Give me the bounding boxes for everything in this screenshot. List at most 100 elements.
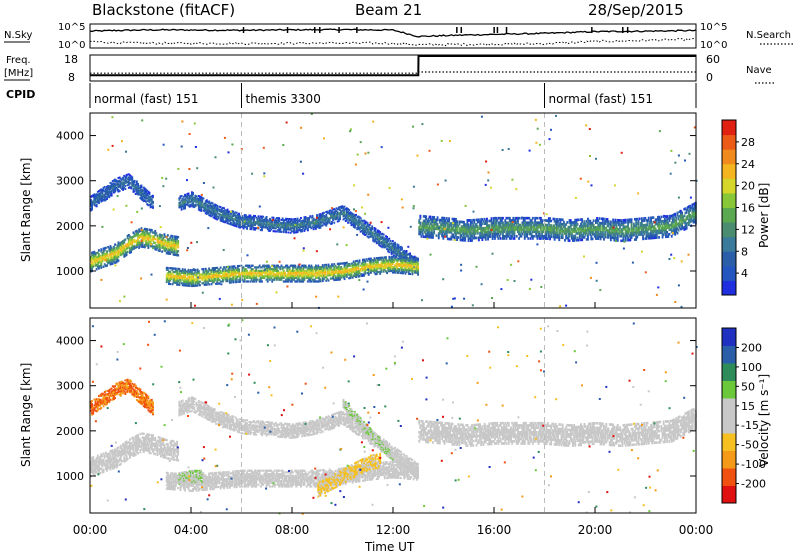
heat-cell: [348, 271, 351, 274]
heat-cell: [186, 196, 189, 198]
heat-cell: [258, 280, 261, 283]
heat-cell: [301, 264, 304, 267]
heat-cell: [231, 216, 234, 219]
heat-cell: [455, 229, 457, 232]
heat-cell: [328, 270, 331, 273]
heat-cell: [215, 213, 217, 216]
heat-cell: [529, 232, 532, 236]
heat-cell: [249, 216, 252, 219]
heat-cell: [559, 222, 562, 226]
heat-cell: [331, 270, 333, 273]
heat-cell: [355, 221, 357, 224]
heat-cell: [655, 231, 658, 235]
heat-cell: [427, 233, 430, 237]
heat-cell: [658, 222, 660, 226]
heat-cell: [644, 223, 647, 227]
heat-cell: [203, 205, 206, 208]
heat-cell: [350, 219, 353, 222]
heat-cell: [277, 275, 279, 278]
heat-cell: [560, 229, 563, 233]
heat-cell: [409, 257, 411, 260]
heat-cell: [236, 221, 239, 224]
heat-cell: [518, 223, 520, 227]
heat-cell: [278, 266, 281, 269]
heat-cell: [502, 226, 504, 229]
heat-cell: [378, 237, 380, 240]
heat-cell: [609, 227, 612, 230]
heat-cell: [172, 253, 175, 256]
heat-cell: [168, 240, 170, 243]
heat-cell: [558, 238, 561, 242]
heat-cell: [180, 204, 183, 206]
heat-cell: [483, 233, 486, 237]
heat-cell: [110, 258, 113, 262]
heat-cell: [99, 264, 102, 268]
heat-cell: [103, 255, 106, 258]
heat-cell: [247, 221, 250, 224]
heat-cell: [600, 222, 603, 225]
heat-cell: [572, 239, 574, 242]
heat-cell: [110, 248, 113, 252]
heat-cell: [385, 241, 387, 244]
heat-cell: [257, 222, 260, 225]
heat-cell: [428, 220, 431, 223]
heat-cell: [427, 231, 430, 234]
heat-cell: [529, 223, 532, 227]
heat-cell: [370, 261, 372, 264]
heat-cell: [652, 227, 655, 231]
heat-cell: [177, 244, 180, 247]
heat-cell: [123, 245, 126, 248]
heat-cell: [503, 226, 506, 229]
heat-cell: [390, 245, 393, 248]
heat-cell: [329, 277, 332, 280]
heat-cell: [425, 217, 427, 221]
heat-cell: [355, 263, 357, 266]
heat-cell: [309, 280, 312, 283]
heat-cell: [537, 226, 540, 229]
heat-cell: [528, 221, 531, 224]
heat-cell: [327, 219, 330, 222]
heat-cell: [265, 266, 268, 269]
heat-cell: [163, 247, 166, 250]
heat-cell: [488, 231, 491, 234]
heat-cell: [615, 223, 618, 226]
heat-cell: [467, 219, 470, 222]
heat-cell: [349, 268, 352, 271]
heat-cell: [523, 221, 526, 224]
heat-cell: [399, 253, 402, 256]
heat-cell: [351, 262, 354, 265]
heat-cell: [395, 269, 398, 272]
heat-cell: [118, 242, 121, 245]
heat-cell: [448, 228, 450, 232]
heat-cell: [133, 232, 136, 236]
heat-cell: [383, 259, 386, 263]
heat-cell: [166, 252, 169, 255]
heat-cell: [292, 221, 294, 224]
heat-cell: [536, 237, 539, 240]
heat-cell: [336, 273, 339, 276]
heat-cell: [403, 260, 406, 263]
heat-cell: [191, 197, 193, 200]
heat-cell: [185, 270, 188, 273]
heat-cell: [520, 235, 523, 238]
heat-cell: [220, 275, 223, 278]
heat-cell: [364, 231, 367, 233]
heat-cell: [208, 274, 211, 277]
heat-cell: [510, 228, 512, 231]
heat-cell: [295, 222, 298, 225]
heat-cell: [176, 237, 178, 241]
heat-cell: [596, 219, 598, 222]
heat-cell: [385, 245, 387, 248]
heat-cell: [466, 234, 469, 238]
heat-cell: [522, 230, 525, 234]
heat-cell: [321, 276, 324, 279]
heat-cell: [321, 271, 324, 274]
heat-cell: [558, 224, 561, 228]
heat-cell: [210, 201, 213, 204]
heat-cell: [228, 274, 231, 277]
heat-cell: [223, 276, 225, 279]
heat-cell: [528, 223, 531, 227]
heat-cell: [531, 216, 534, 220]
heat-cell: [445, 232, 448, 236]
heat-cell: [386, 242, 388, 245]
